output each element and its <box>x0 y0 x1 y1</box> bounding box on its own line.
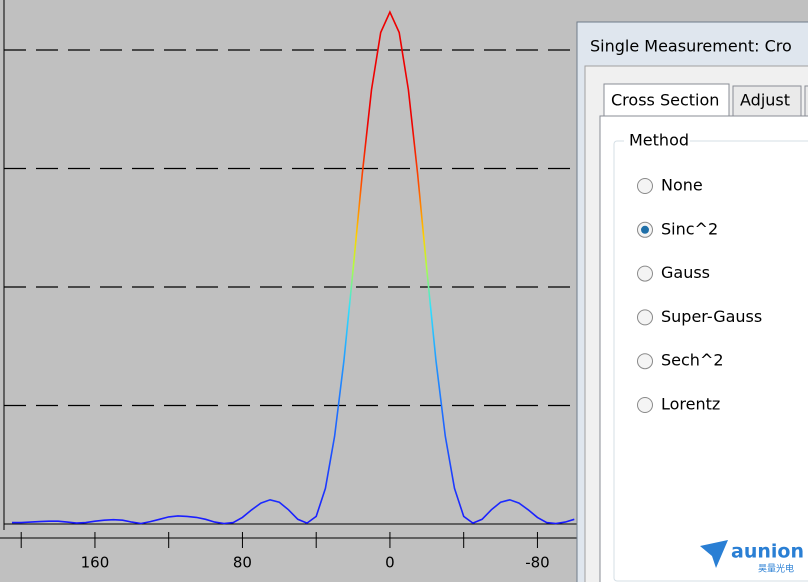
logo: aunion 昊量光电 <box>700 540 804 575</box>
x-tick-label: 0 <box>385 554 395 572</box>
plot: 160 80 0 -80 <box>4 10 578 572</box>
profile-curve <box>12 10 575 525</box>
dialog-title: Single Measurement: Cro <box>590 37 792 56</box>
x-tick-label: -80 <box>525 554 550 572</box>
radio-list: None Sinc^2 Gauss Super-Gauss Sech^2 Lorentz <box>637 176 762 414</box>
radio-button[interactable] <box>637 178 653 194</box>
radio-button[interactable] <box>637 309 653 326</box>
radio-label[interactable]: None <box>661 176 703 195</box>
dialog: Single Measurement: Cro Cross Section Ad… <box>576 21 808 582</box>
tab-panel <box>599 115 808 582</box>
group-box <box>613 140 808 582</box>
x-tick-label: 160 <box>81 554 110 572</box>
logo-subtitle: 昊量光电 <box>758 563 794 575</box>
tab[interactable] <box>732 85 802 117</box>
radio-label[interactable]: Sech^2 <box>661 351 724 370</box>
group-title-bg <box>624 130 690 152</box>
radio-button[interactable] <box>637 265 653 282</box>
radio-label[interactable]: Gauss <box>661 263 710 282</box>
radio-dot <box>641 225 649 234</box>
x-tick-label: 80 <box>233 554 252 572</box>
tab-label: Cross Section <box>611 91 719 110</box>
tab[interactable] <box>804 85 808 117</box>
radio-label[interactable]: Sinc^2 <box>661 219 718 238</box>
radio-button[interactable] <box>637 353 653 370</box>
radio-button[interactable] <box>637 397 653 413</box>
logo-name: aunion <box>731 541 804 563</box>
tab[interactable] <box>603 83 730 117</box>
radio-label[interactable]: Super-Gauss <box>661 307 762 326</box>
radio-label[interactable]: Lorentz <box>661 395 720 414</box>
tab-label: Adjust <box>740 91 790 110</box>
group-title: Method <box>629 131 689 150</box>
logo-icon <box>700 540 728 568</box>
